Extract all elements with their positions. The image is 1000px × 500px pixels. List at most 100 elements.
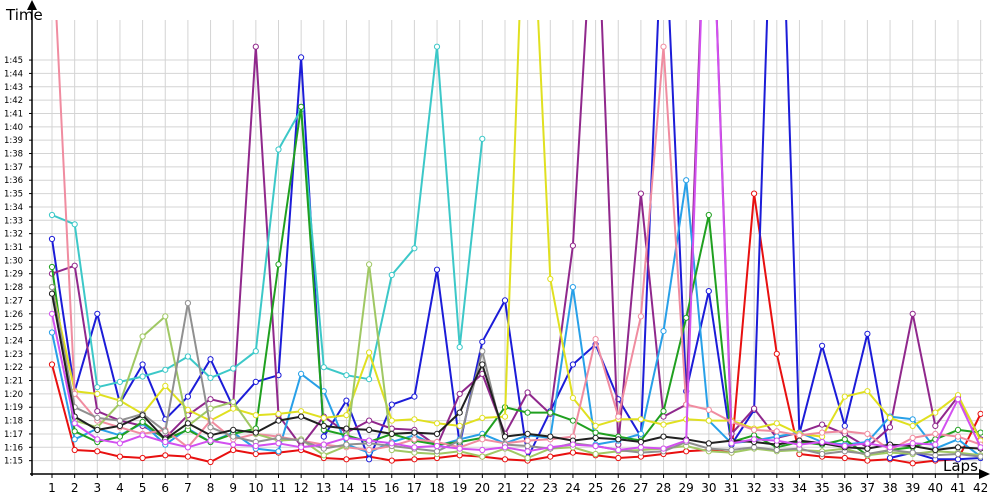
data-point — [479, 135, 486, 142]
data-point — [230, 365, 237, 372]
data-point — [116, 378, 124, 385]
y-tick-label: 1:24 — [4, 336, 23, 346]
series-line — [51, 20, 982, 442]
data-point — [411, 429, 418, 436]
data-point — [207, 432, 214, 439]
x-tick-label: 6 — [161, 481, 169, 495]
data-point — [501, 456, 509, 463]
data-point — [954, 433, 962, 440]
data-point — [637, 438, 645, 446]
data-point — [71, 420, 78, 427]
data-point — [932, 441, 939, 448]
data-point — [94, 310, 101, 317]
x-tick-label: 30 — [701, 481, 716, 495]
data-point — [524, 448, 531, 455]
y-axis-arrow — [27, 0, 37, 10]
data-point — [184, 393, 191, 400]
data-point — [841, 428, 848, 435]
x-axis-arrow — [979, 469, 990, 479]
data-point — [886, 414, 894, 421]
data-point — [524, 430, 531, 437]
data-point — [773, 428, 780, 435]
data-point — [343, 456, 350, 463]
data-point — [479, 348, 486, 355]
data-point — [298, 408, 305, 415]
data-point — [637, 444, 645, 451]
data-point — [433, 420, 441, 427]
data-point — [456, 390, 463, 397]
data-point — [773, 350, 780, 357]
data-point — [864, 440, 871, 447]
x-tick-label: 37 — [860, 481, 875, 495]
data-point — [343, 397, 350, 404]
y-tick-label: 1:27 — [4, 296, 23, 306]
data-point — [94, 426, 101, 433]
data-point — [366, 376, 373, 383]
y-tick-label: 1:35 — [4, 190, 23, 200]
data-point — [547, 433, 554, 440]
data-point — [298, 413, 305, 420]
data-point — [116, 417, 124, 424]
data-point — [501, 297, 509, 304]
data-point — [841, 442, 848, 450]
data-point — [94, 384, 101, 391]
data-point — [773, 437, 780, 444]
data-point — [479, 414, 486, 421]
y-tick-label: 1:25 — [4, 323, 23, 333]
data-point — [660, 445, 667, 452]
data-point — [388, 457, 395, 464]
series-line — [51, 45, 484, 389]
x-tick-label: 22 — [520, 481, 535, 495]
y-tick-label: 1:17 — [4, 430, 23, 440]
data-point — [660, 328, 667, 335]
data-point — [886, 444, 894, 451]
y-tick-label: 1:23 — [4, 350, 23, 360]
data-point — [139, 432, 146, 439]
x-tick-label: 1 — [48, 481, 56, 495]
data-point — [751, 426, 758, 433]
data-point — [366, 446, 373, 454]
x-tick-label: 28 — [656, 481, 671, 495]
series-line — [51, 293, 981, 451]
y-tick-label: 1:16 — [4, 443, 23, 453]
data-point — [637, 416, 645, 423]
data-point — [524, 437, 531, 444]
data-point — [48, 211, 56, 219]
data-point — [501, 433, 509, 440]
data-point — [207, 356, 214, 363]
x-tick-label: 41 — [950, 481, 965, 495]
x-tick-label: 33 — [769, 481, 784, 495]
data-point — [139, 412, 146, 419]
x-axis-title: Laps — [943, 457, 978, 475]
data-point — [162, 428, 169, 435]
data-point — [366, 437, 373, 444]
data-point — [796, 432, 803, 439]
x-tick-label: 21 — [497, 481, 512, 495]
data-point — [569, 449, 577, 456]
data-point — [343, 434, 350, 441]
data-point — [864, 450, 871, 458]
data-point — [705, 406, 712, 413]
data-point — [547, 275, 554, 283]
data-point — [456, 445, 463, 452]
series-line — [51, 192, 982, 465]
data-point — [909, 310, 916, 317]
data-point — [773, 420, 780, 427]
data-point — [932, 446, 939, 454]
series-line — [55, 20, 981, 451]
data-point — [637, 430, 645, 437]
y-tick-label: 1:26 — [4, 310, 23, 320]
data-point — [909, 416, 916, 423]
y-tick-label: 1:18 — [4, 417, 23, 427]
data-point — [116, 453, 124, 460]
data-point — [909, 422, 916, 429]
data-point — [954, 396, 962, 403]
data-point — [796, 441, 803, 448]
y-tick-label: 1:32 — [4, 230, 23, 240]
data-point — [751, 436, 758, 443]
data-point — [366, 261, 373, 268]
data-point — [116, 422, 124, 429]
data-point — [366, 426, 373, 433]
data-point — [411, 393, 418, 400]
